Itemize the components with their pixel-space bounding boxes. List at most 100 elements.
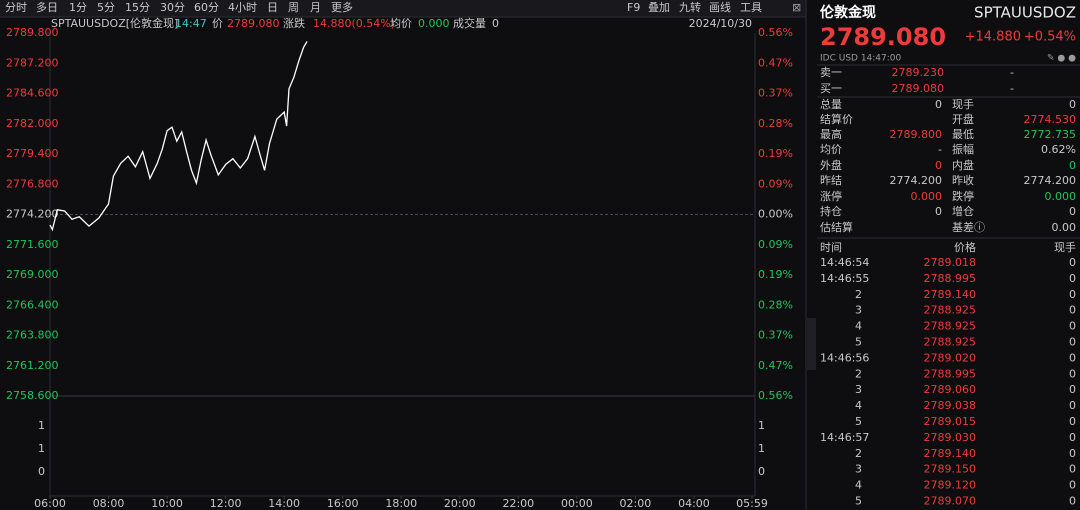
tool-button[interactable]: F9 — [627, 1, 640, 14]
tool-button[interactable]: 九转 — [679, 0, 701, 14]
stat-label: 振幅 — [952, 142, 974, 156]
stat-value: 0 — [935, 159, 942, 172]
trade-price: 2789.140 — [924, 288, 977, 301]
volume-tick-label: 1 — [38, 419, 45, 432]
trade-volume: 0 — [1069, 256, 1076, 269]
stat-label: 现手 — [952, 97, 974, 111]
tool-button[interactable]: 画线 — [709, 0, 731, 14]
period-tab[interactable]: 1分 — [69, 1, 87, 14]
quote-name: 伦敦金现 — [820, 4, 876, 21]
stat-label: 估结算 — [820, 220, 853, 234]
y-tick-label: 2763.800 — [6, 329, 59, 342]
book-price: 2789.080 — [892, 82, 945, 95]
trade-volume: 0 — [1069, 383, 1076, 396]
stat-label: 最低 — [952, 128, 974, 141]
trade-price: 2789.018 — [924, 256, 977, 269]
y-tick-label: 2758.600 — [6, 389, 59, 402]
trade-time: 4 — [855, 479, 862, 492]
trade-volume: 0 — [1069, 415, 1076, 428]
quote-icons[interactable]: ✎ ● ● — [1047, 54, 1076, 64]
trade-price: 2789.150 — [924, 463, 977, 476]
avg: 0.000 — [418, 17, 450, 30]
stat-label: 外盘 — [820, 158, 842, 172]
trade-price: 2789.120 — [924, 479, 977, 492]
x-tick-label: 16:00 — [327, 497, 359, 510]
y-tick-label: 2761.200 — [6, 359, 59, 372]
x-tick-label: 12:00 — [210, 497, 242, 510]
volume-tick-label: 1 — [38, 442, 45, 455]
x-tick-label: 10:00 — [151, 497, 183, 510]
tool-button[interactable]: 工具 — [740, 1, 762, 14]
y2-tick-label: 0.09% — [758, 238, 793, 251]
trade-price: 2789.030 — [924, 431, 977, 444]
stat-label: 内盘 — [952, 158, 974, 172]
y2-tick-label: 0.37% — [758, 329, 793, 342]
time: 14:47 — [175, 17, 207, 30]
stat-label: 最高 — [820, 127, 842, 141]
collapse-handle[interactable] — [807, 318, 816, 370]
trade-time: 3 — [855, 383, 862, 396]
trade-volume: 0 — [1069, 272, 1076, 285]
period-tab[interactable]: 分时 — [5, 1, 27, 14]
price-label: 价 — [212, 17, 223, 30]
trade-volume: 0 — [1069, 336, 1076, 349]
period-tab[interactable]: 周 — [288, 1, 299, 14]
y-tick-label: 2782.000 — [6, 117, 59, 130]
menu-icon[interactable]: ⊠ — [792, 1, 801, 14]
x-tick-label: 08:00 — [93, 497, 125, 510]
y2-tick-label: 0.28% — [758, 298, 793, 311]
y2-tick-label: 0.00% — [758, 208, 793, 221]
y2-tick-label: 0.37% — [758, 87, 793, 100]
trade-time: 4 — [855, 399, 862, 412]
y2-tick-label: 0.47% — [758, 56, 793, 69]
stat-value: 2774.200 — [1024, 174, 1077, 187]
stat-label: 均价 — [820, 143, 842, 156]
period-tab[interactable]: 月 — [310, 1, 321, 14]
period-tab[interactable]: 日 — [267, 1, 278, 14]
y2-tick-label: 0.19% — [758, 268, 793, 281]
stat-value: - — [938, 143, 942, 156]
trade-price: 2789.140 — [924, 447, 977, 460]
period-tab[interactable]: 15分 — [125, 1, 150, 14]
stat-value: 0 — [1069, 159, 1076, 172]
trade-time: 2 — [855, 288, 862, 301]
book-label: 买一 — [820, 82, 842, 95]
y-tick-label: 2776.800 — [6, 177, 59, 190]
trade-volume: 0 — [1069, 399, 1076, 412]
y2-tick-label: 0.56% — [758, 26, 793, 39]
period-tab[interactable]: 4小时 — [228, 1, 257, 14]
trade-price: 2788.925 — [924, 336, 977, 349]
date: 2024/10/30 — [689, 17, 752, 30]
stat-value: 0.00 — [1052, 221, 1077, 234]
trade-price: 2788.925 — [924, 320, 977, 333]
period-tab[interactable]: 多日 — [36, 0, 58, 14]
trade-volume: 0 — [1069, 288, 1076, 301]
period-tab[interactable]: 60分 — [194, 1, 219, 14]
y-tick-label: 2769.000 — [6, 268, 59, 281]
trade-volume: 0 — [1069, 431, 1076, 444]
y2-tick-label: 0.28% — [758, 117, 793, 130]
volume-label: 成交量 — [453, 16, 486, 30]
period-tab[interactable]: 30分 — [160, 1, 185, 14]
tool-button[interactable]: 叠加 — [648, 1, 670, 14]
trade-time: 14:46:56 — [820, 351, 869, 364]
trade-volume: 0 — [1069, 495, 1076, 508]
y-tick-label: 2784.600 — [6, 87, 59, 100]
trade-price: 2789.015 — [924, 415, 977, 428]
trade-volume: 0 — [1069, 320, 1076, 333]
book-volume: - — [1010, 66, 1014, 79]
trade-volume: 0 — [1069, 351, 1076, 364]
trade-price: 2788.925 — [924, 304, 977, 317]
quote-change: +14.880 — [965, 30, 1021, 45]
stat-value: 2774.200 — [890, 174, 943, 187]
trade-volume: 0 — [1069, 304, 1076, 317]
stat-label: 昨结 — [820, 174, 842, 187]
y-tick-label: 2774.200 — [6, 208, 59, 221]
stat-label: 跌停 — [952, 189, 974, 203]
period-tab[interactable]: 更多 — [331, 0, 353, 14]
book-label: 卖一 — [820, 66, 842, 79]
period-tab[interactable]: 5分 — [97, 1, 115, 14]
y-tick-label: 2771.600 — [6, 238, 59, 251]
y-tick-label: 2766.400 — [6, 298, 59, 311]
x-tick-label: 22:00 — [502, 497, 534, 510]
